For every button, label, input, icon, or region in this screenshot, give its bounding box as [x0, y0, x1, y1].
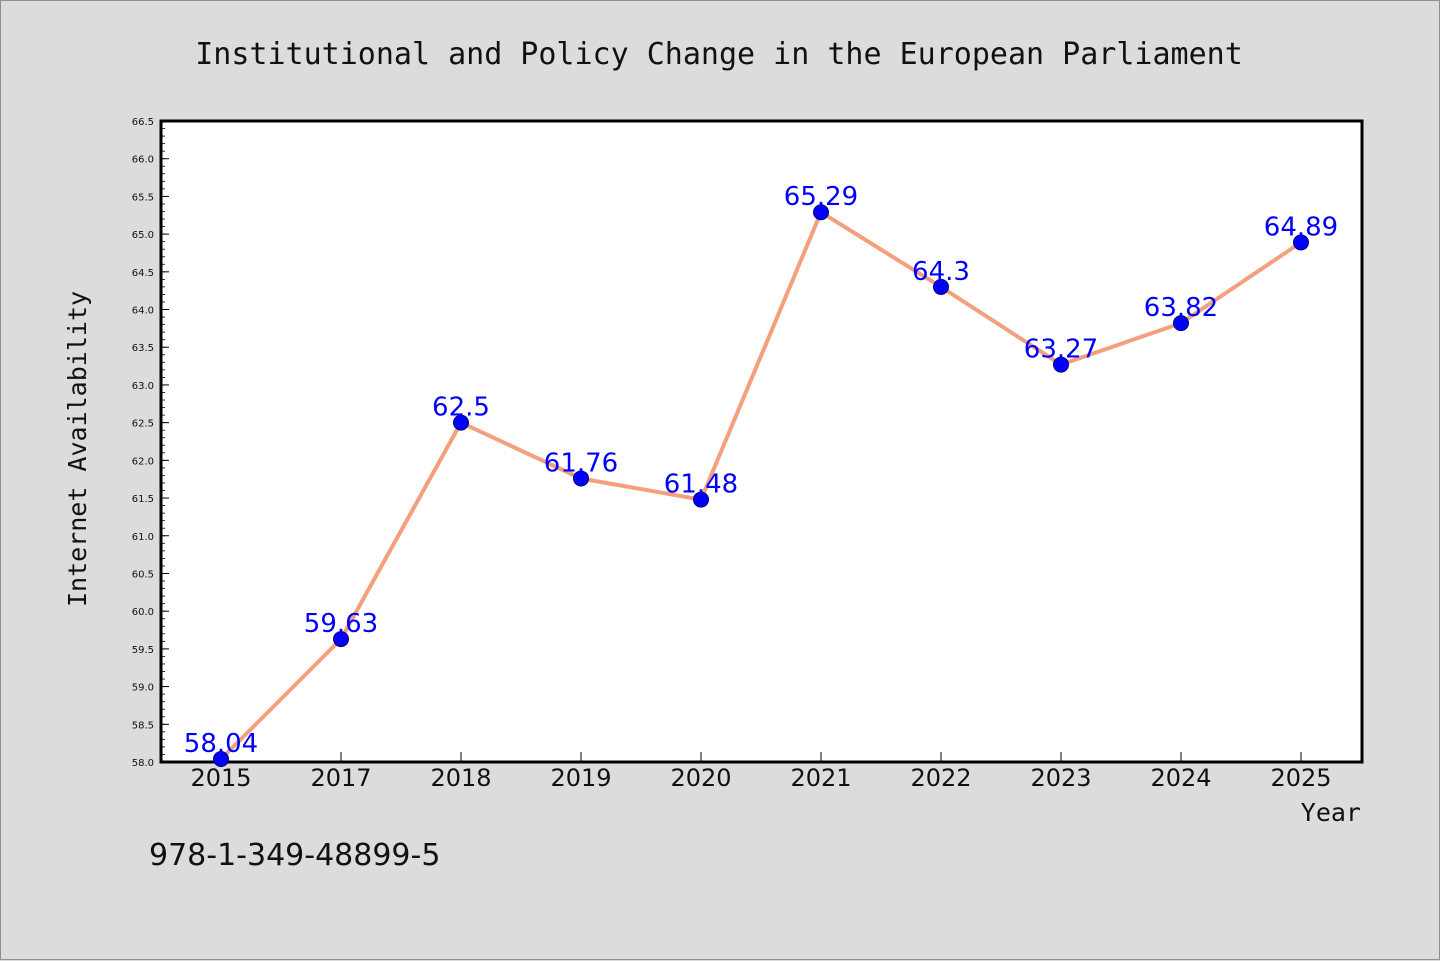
y-tick-label: 59.0	[132, 683, 154, 694]
data-point	[1173, 315, 1189, 332]
data-point	[213, 750, 229, 767]
x-tick-label: 2020	[670, 764, 731, 792]
y-tick-label: 60.5	[132, 569, 154, 580]
data-point	[813, 204, 829, 221]
x-tick-label: 2023	[1030, 764, 1091, 792]
y-tick-label: 65.5	[132, 192, 154, 203]
y-tick-label: 64.5	[132, 268, 154, 279]
plot-area	[159, 119, 1364, 764]
x-tick-label: 2025	[1270, 764, 1331, 792]
data-point	[453, 414, 469, 431]
x-tick-label: 2021	[790, 764, 851, 792]
data-label: 62.5	[432, 393, 490, 423]
data-label: 65.29	[784, 182, 858, 212]
y-axis-label: Internet Availability	[63, 291, 92, 607]
x-tick-label: 2018	[430, 764, 491, 792]
series-line	[219, 210, 1303, 761]
y-tick-label: 63.0	[132, 381, 154, 392]
x-tick-label: 2022	[910, 764, 971, 792]
y-tick-label: 64.0	[132, 306, 154, 317]
y-tick-label: 63.5	[132, 343, 154, 354]
data-labels: 58.04 59.63 62.5 61.76 61.48 65.29 64.3 63.27 63…	[184, 182, 1338, 759]
data-point	[693, 491, 709, 508]
x-tick-label: 2024	[1150, 764, 1211, 792]
data-label: 63.82	[1144, 293, 1218, 323]
x-tick-label: 2019	[550, 764, 611, 792]
data-label: 61.48	[664, 470, 738, 500]
y-tick-label: 66.0	[132, 155, 154, 166]
x-tick-label: 2017	[310, 764, 371, 792]
chart-title: Institutional and Policy Change in the E…	[195, 37, 1243, 72]
y-axis: 58.0 58.5 59.0 59.5 60.0 60.5 61.0 61.5 62.0 62.5…	[132, 117, 169, 769]
x-axis: 2015 2017 2018 2019 2020 2021 2022 2023 2024 2025	[190, 752, 1332, 792]
y-tick-label: 58.5	[132, 720, 154, 731]
data-label: 61.76	[544, 448, 618, 478]
y-tick-label: 59.5	[132, 645, 154, 656]
x-axis-label: Year	[1301, 798, 1361, 827]
data-point	[1293, 234, 1309, 251]
data-label: 63.27	[1024, 335, 1098, 365]
data-label: 59.63	[304, 609, 378, 639]
data-point	[573, 470, 589, 487]
y-tick-label: 62.5	[132, 419, 154, 430]
data-point	[333, 631, 349, 648]
y-tick-label: 60.0	[132, 607, 154, 618]
data-label: 64.3	[912, 257, 970, 287]
y-tick-label: 66.5	[132, 117, 154, 128]
footer-isbn: 978-1-349-48899-5	[149, 838, 440, 873]
y-tick-label: 62.0	[132, 456, 154, 467]
x-tick-label: 2015	[190, 764, 251, 792]
data-label: 64.89	[1264, 212, 1338, 242]
y-tick-label: 61.5	[132, 494, 154, 505]
data-point	[933, 278, 949, 295]
y-tick-label: 65.0	[132, 230, 154, 241]
y-tick-label: 61.0	[132, 532, 154, 543]
y-tick-label: 58.0	[132, 758, 154, 769]
data-points	[213, 204, 1309, 767]
data-label: 58.04	[184, 729, 258, 759]
data-point	[1053, 356, 1069, 373]
